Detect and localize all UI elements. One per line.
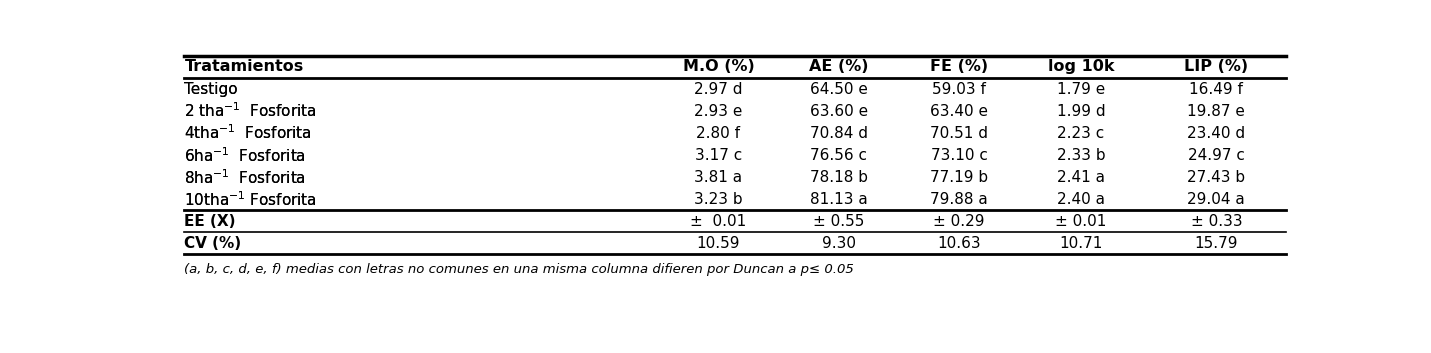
Text: LIP (%): LIP (%) — [1185, 59, 1248, 74]
Text: 1.79 e: 1.79 e — [1058, 82, 1105, 96]
Text: 63.60 e: 63.60 e — [810, 103, 867, 119]
Text: EE (X): EE (X) — [185, 214, 236, 229]
Text: 19.87 e: 19.87 e — [1188, 103, 1245, 119]
Text: ± 0.01: ± 0.01 — [1056, 214, 1106, 229]
Text: ± 0.55: ± 0.55 — [813, 214, 864, 229]
Text: 79.88 a: 79.88 a — [930, 192, 987, 207]
Text: M.O (%): M.O (%) — [683, 59, 754, 74]
Text: 2.97 d: 2.97 d — [694, 82, 743, 96]
Text: 2 tha$^{-1}$  Fosforita: 2 tha$^{-1}$ Fosforita — [185, 102, 318, 120]
Text: 23.40 d: 23.40 d — [1188, 126, 1245, 140]
Text: 16.49 f: 16.49 f — [1189, 82, 1244, 96]
Text: 29.04 a: 29.04 a — [1188, 192, 1245, 207]
Text: CV (%): CV (%) — [185, 236, 242, 251]
Text: 27.43 b: 27.43 b — [1188, 170, 1245, 185]
Text: 70.51 d: 70.51 d — [930, 126, 987, 140]
Text: 4tha$^{-1}$  Fosforita: 4tha$^{-1}$ Fosforita — [185, 124, 312, 143]
Text: 10tha$^{-1}$ Fosforita: 10tha$^{-1}$ Fosforita — [185, 190, 318, 209]
Text: 63.40 e: 63.40 e — [930, 103, 987, 119]
Text: 6ha$^{-1}$  Fosforita: 6ha$^{-1}$ Fosforita — [185, 146, 306, 164]
Text: 2.41 a: 2.41 a — [1058, 170, 1105, 185]
Text: 8ha$^{-1}$  Fosforita: 8ha$^{-1}$ Fosforita — [185, 168, 306, 186]
Text: 2.23 c: 2.23 c — [1058, 126, 1105, 140]
Text: 10.71: 10.71 — [1059, 236, 1103, 251]
Text: 76.56 c: 76.56 c — [810, 148, 867, 163]
Text: log 10k: log 10k — [1047, 59, 1115, 74]
Text: 3.17 c: 3.17 c — [695, 148, 743, 163]
Text: 2.40 a: 2.40 a — [1058, 192, 1105, 207]
Text: 3.81 a: 3.81 a — [694, 170, 743, 185]
Text: 10.63: 10.63 — [937, 236, 980, 251]
Text: ±  0.01: ± 0.01 — [690, 214, 747, 229]
Text: Tratamientos: Tratamientos — [185, 59, 303, 74]
Text: Testigo: Testigo — [185, 82, 238, 96]
Text: ± 0.33: ± 0.33 — [1191, 214, 1242, 229]
Text: 8ha$^{-1}$  Fosforita: 8ha$^{-1}$ Fosforita — [185, 168, 306, 186]
Text: 2.33 b: 2.33 b — [1056, 148, 1105, 163]
Text: 2 tha$^{-1}$  Fosforita: 2 tha$^{-1}$ Fosforita — [185, 102, 318, 120]
Text: 64.50 e: 64.50 e — [810, 82, 867, 96]
Text: FE (%): FE (%) — [930, 59, 989, 74]
Text: 73.10 c: 73.10 c — [930, 148, 987, 163]
Text: 4tha$^{-1}$  Fosforita: 4tha$^{-1}$ Fosforita — [185, 124, 312, 143]
Text: 77.19 b: 77.19 b — [930, 170, 989, 185]
Text: AE (%): AE (%) — [809, 59, 869, 74]
Text: 10.59: 10.59 — [697, 236, 740, 251]
Text: ± 0.29: ± 0.29 — [933, 214, 985, 229]
Text: 2.80 f: 2.80 f — [697, 126, 740, 140]
Text: Testigo: Testigo — [185, 82, 238, 96]
Text: 3.23 b: 3.23 b — [694, 192, 743, 207]
Text: 6ha$^{-1}$  Fosforita: 6ha$^{-1}$ Fosforita — [185, 146, 306, 164]
Text: 70.84 d: 70.84 d — [810, 126, 867, 140]
Text: 2.93 e: 2.93 e — [694, 103, 743, 119]
Text: 59.03 f: 59.03 f — [932, 82, 986, 96]
Text: 9.30: 9.30 — [821, 236, 856, 251]
Text: 10tha$^{-1}$ Fosforita: 10tha$^{-1}$ Fosforita — [185, 190, 318, 209]
Text: 81.13 a: 81.13 a — [810, 192, 867, 207]
Text: 78.18 b: 78.18 b — [810, 170, 867, 185]
Text: 1.99 d: 1.99 d — [1056, 103, 1105, 119]
Text: 24.97 c: 24.97 c — [1188, 148, 1245, 163]
Text: (a, b, c, d, e, f) medias con letras no comunes en una misma columna difieren po: (a, b, c, d, e, f) medias con letras no … — [185, 263, 854, 276]
Text: 15.79: 15.79 — [1195, 236, 1238, 251]
